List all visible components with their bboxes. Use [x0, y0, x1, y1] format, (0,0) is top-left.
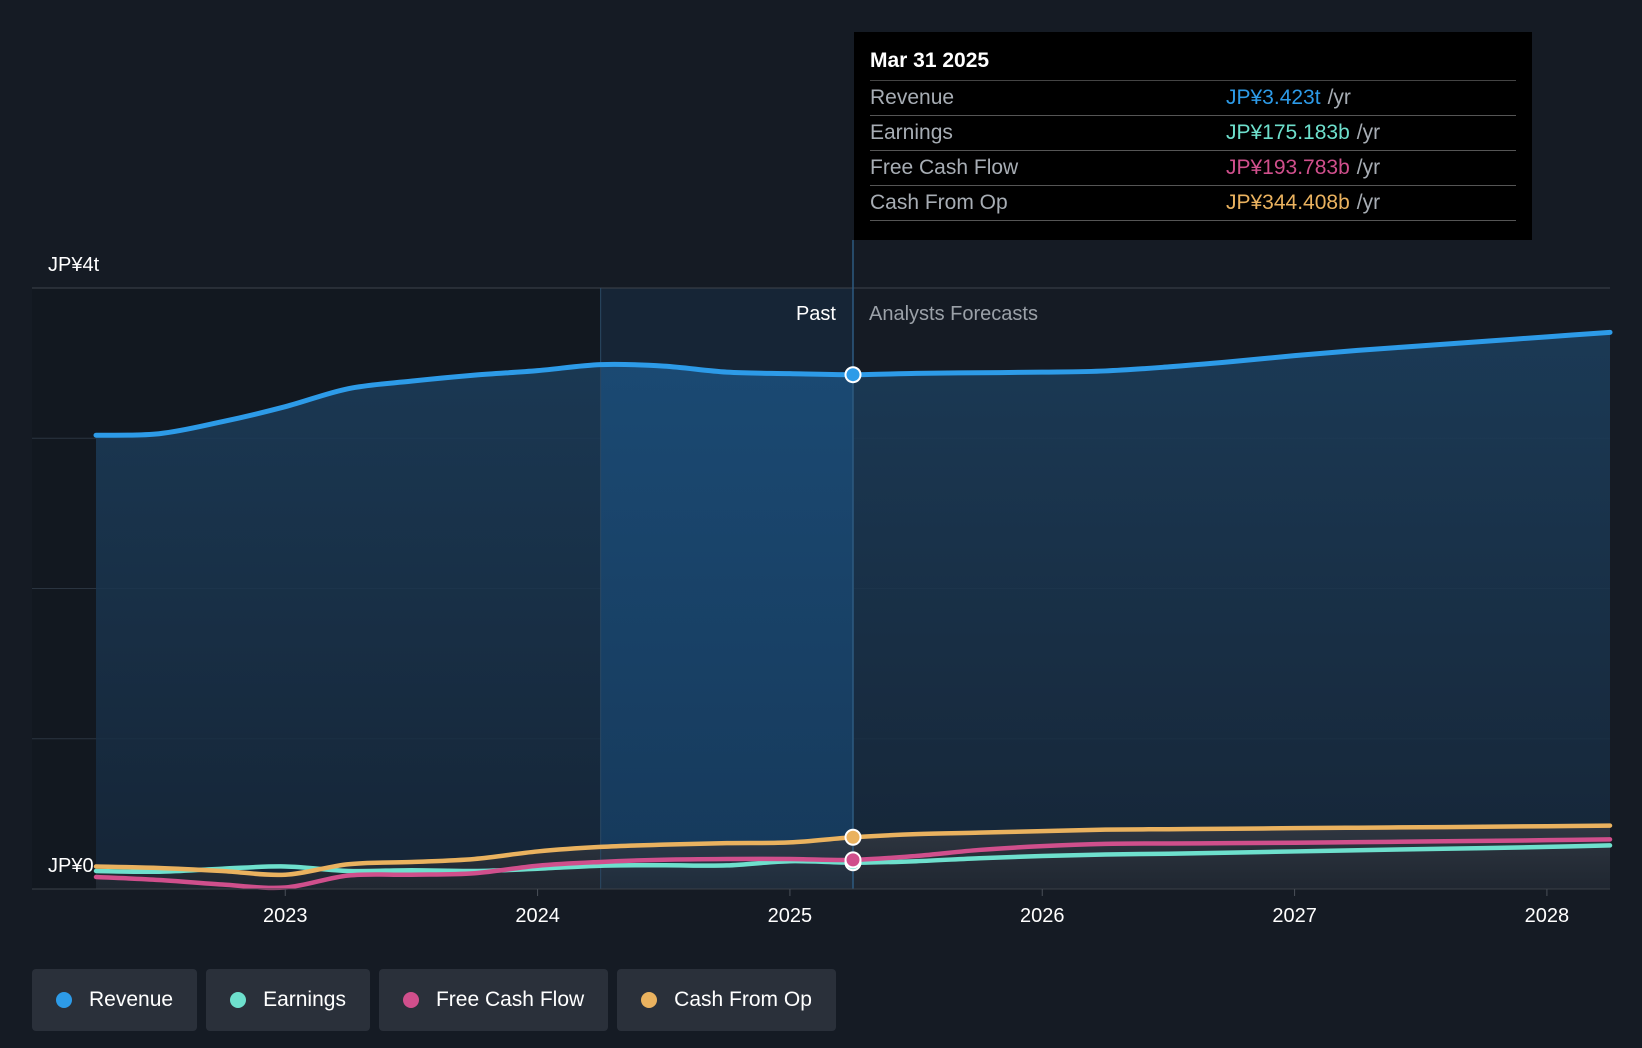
x-tick-label: 2023 [263, 905, 308, 927]
cash-from-op-marker [844, 828, 862, 846]
x-tick-label: 2027 [1272, 905, 1317, 927]
revenue-dot-icon [56, 992, 72, 1008]
legend-item-label: Earnings [263, 988, 346, 1011]
tooltip-row-unit: /yr [1356, 121, 1381, 144]
earnings-dot-icon [230, 992, 247, 1008]
cfo-dot-icon [641, 992, 658, 1008]
fcf-dot-icon [402, 992, 419, 1008]
tooltip-row-value: JP¥344.408b [1226, 191, 1350, 214]
tooltip: Mar 31 2025 Revenue JP¥3.423t /yr Earnin… [854, 32, 1532, 240]
x-tick-label: 2028 [1525, 905, 1570, 927]
x-axis-ticks: 2023 2024 2025 2026 2027 2028 [263, 889, 1569, 927]
legend-item-label: Cash From Op [674, 988, 812, 1011]
x-tick-label: 2024 [515, 905, 560, 927]
tooltip-row-value: JP¥3.423t [1226, 86, 1321, 109]
free-cash-flow-marker [844, 851, 862, 869]
tooltip-row-label: Free Cash Flow [870, 156, 1019, 179]
tooltip-row-earnings: Earnings JP¥175.183b /yr [870, 116, 1516, 151]
tooltip-row-label: Cash From Op [870, 191, 1008, 214]
tooltip-row-unit: /yr [1356, 156, 1381, 179]
tooltip-row-unit: /yr [1356, 191, 1381, 214]
tooltip-row-label: Earnings [870, 121, 953, 144]
legend-item-label: Free Cash Flow [435, 988, 585, 1011]
forecast-label: Analysts Forecasts [869, 303, 1038, 325]
tooltip-row-value: JP¥175.183b [1226, 121, 1350, 144]
tooltip-markers [844, 366, 862, 872]
legend-item-free-cash-flow[interactable]: Free Cash Flow [378, 969, 609, 1031]
past-label: Past [796, 303, 836, 325]
revenue-marker [844, 366, 862, 384]
revenue-area-highlight [600, 364, 854, 889]
tooltip-row-label: Revenue [870, 86, 955, 109]
tooltip-row-free-cash-flow: Free Cash Flow JP¥193.783b /yr [870, 151, 1516, 186]
legend-item-cash-from-op[interactable]: Cash From Op [617, 969, 836, 1031]
tooltip-row-value: JP¥193.783b [1226, 156, 1350, 179]
y-axis-top-label: JP¥4t [48, 254, 100, 276]
legend-item-label: Revenue [89, 988, 174, 1011]
legend: Revenue Earnings Free Cash Flow Cash Fro… [32, 969, 836, 1031]
tooltip-row-revenue: Revenue JP¥3.423t /yr [870, 81, 1516, 116]
x-tick-label: 2026 [1020, 905, 1065, 927]
tooltip-date: Mar 31 2025 [870, 46, 1516, 81]
tooltip-row-unit: /yr [1327, 86, 1351, 109]
legend-item-revenue[interactable]: Revenue [32, 969, 198, 1031]
x-tick-label: 2025 [768, 905, 813, 927]
y-axis-bottom-label: JP¥0 [48, 855, 94, 877]
tooltip-row-cash-from-op: Cash From Op JP¥344.408b /yr [870, 186, 1516, 221]
legend-item-earnings[interactable]: Earnings [206, 969, 370, 1031]
